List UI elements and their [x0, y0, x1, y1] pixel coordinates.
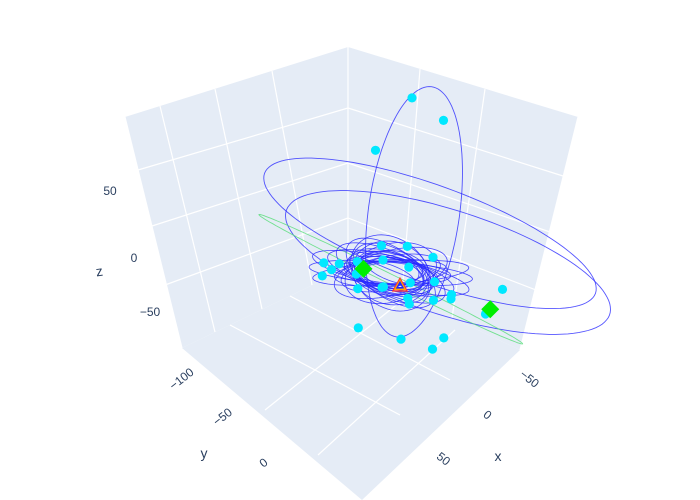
z-tick-label: 0	[131, 251, 138, 265]
cyan-point	[353, 284, 363, 294]
orbit-line	[258, 214, 524, 345]
center-marker	[393, 278, 407, 291]
cyan-point	[497, 284, 508, 294]
cyan-point	[446, 294, 456, 304]
cluster-orbit-line	[352, 240, 430, 306]
points-layer	[317, 93, 508, 354]
green-diamond-marker	[481, 300, 500, 319]
pane-floor	[182, 268, 520, 500]
z-tick-label: 50	[103, 184, 117, 198]
z-axis-title: z	[95, 263, 104, 280]
cluster-orbit-line	[335, 242, 446, 304]
cyan-point	[317, 271, 327, 281]
cyan-point	[402, 241, 412, 251]
z-axis: 50 0 −50 z	[95, 184, 161, 319]
cyan-point	[405, 278, 415, 288]
pane-back-left	[125, 47, 348, 348]
cyan-point	[370, 145, 381, 155]
orbits-layer	[258, 86, 611, 345]
orbit-line	[365, 86, 463, 338]
cyan-point	[378, 255, 388, 265]
y-tick-label: −50	[210, 405, 235, 429]
cyan-point	[404, 299, 414, 309]
cyan-point	[326, 265, 337, 275]
y-axis-title: y	[201, 445, 208, 461]
cyan-point	[378, 282, 389, 292]
x-tick-label: −50	[517, 367, 542, 391]
cyan-point	[439, 333, 449, 343]
y-tick-label: −100	[167, 365, 197, 393]
orbit-line	[263, 157, 597, 310]
center-marker	[395, 280, 405, 289]
z-tick-label: −50	[140, 305, 161, 319]
cluster-orbit-line	[357, 250, 425, 296]
cyan-point	[407, 93, 417, 103]
cyan-point	[353, 323, 363, 333]
x-tick-label: 0	[481, 407, 495, 422]
center-marker	[391, 276, 409, 292]
cluster-orbit-line	[345, 237, 436, 309]
cyan-point	[428, 252, 438, 262]
cyan-point	[428, 295, 439, 305]
cluster-orbit-line	[312, 249, 470, 296]
y-tick-label: 0	[257, 455, 271, 470]
orbit-line	[285, 190, 611, 335]
cyan-point	[334, 259, 344, 269]
cyan-point	[404, 262, 414, 272]
cyan-point	[438, 115, 449, 125]
cyan-point	[396, 334, 406, 344]
cyan-point	[319, 258, 329, 268]
cluster-orbit-line	[333, 259, 448, 287]
cyan-point	[376, 241, 387, 251]
cyan-point	[427, 344, 438, 354]
x-tick-label: 50	[434, 449, 453, 468]
cyan-point	[429, 277, 440, 287]
green-diamond-marker	[354, 259, 373, 278]
x-axis-title: x	[495, 448, 502, 464]
pane-back-right	[348, 47, 578, 350]
